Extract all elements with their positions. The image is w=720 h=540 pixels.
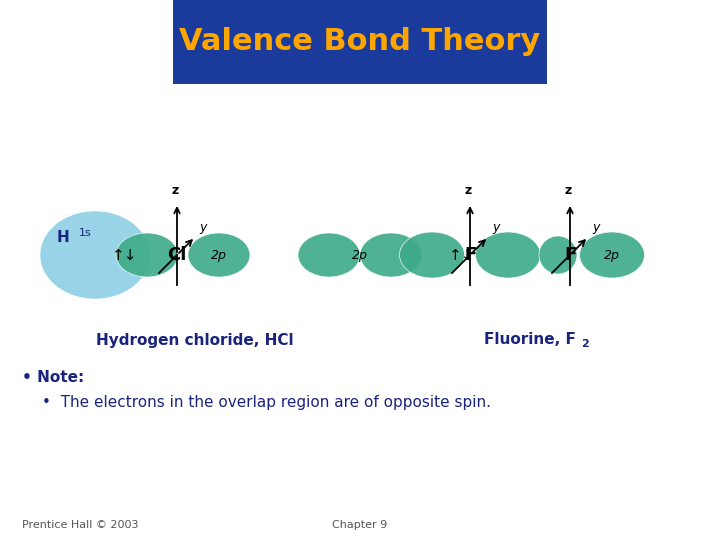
Text: Valence Bond Theory: Valence Bond Theory <box>179 28 541 56</box>
Text: 2p: 2p <box>211 248 227 261</box>
Text: 2p: 2p <box>604 248 620 261</box>
Text: Chapter 9: Chapter 9 <box>333 520 387 530</box>
Text: Cl: Cl <box>167 246 186 264</box>
Text: y: y <box>199 221 207 234</box>
Text: Hydrogen chloride, HCl: Hydrogen chloride, HCl <box>96 333 294 348</box>
Ellipse shape <box>188 233 250 277</box>
Ellipse shape <box>360 233 422 277</box>
Text: y: y <box>593 221 600 234</box>
Text: ↑↓: ↑↓ <box>449 247 474 262</box>
Text: • Note:: • Note: <box>22 370 84 386</box>
Text: z: z <box>564 184 572 197</box>
Text: H: H <box>57 230 69 245</box>
Ellipse shape <box>116 233 178 277</box>
Text: 2: 2 <box>581 339 589 349</box>
Ellipse shape <box>400 232 464 278</box>
Ellipse shape <box>539 236 577 274</box>
Text: F: F <box>464 246 476 264</box>
Text: ↑↓: ↑↓ <box>112 247 138 262</box>
Text: z: z <box>464 184 472 197</box>
Text: y: y <box>492 221 500 234</box>
Text: 2p: 2p <box>352 248 368 261</box>
Ellipse shape <box>475 232 541 278</box>
Ellipse shape <box>40 211 150 299</box>
Ellipse shape <box>298 233 360 277</box>
Text: Prentice Hall © 2003: Prentice Hall © 2003 <box>22 520 138 530</box>
Text: z: z <box>171 184 179 197</box>
Text: Fluorine, F: Fluorine, F <box>484 333 576 348</box>
Text: 1s: 1s <box>78 228 91 238</box>
Text: •  The electrons in the overlap region are of opposite spin.: • The electrons in the overlap region ar… <box>42 395 491 409</box>
Text: F: F <box>564 246 576 264</box>
Ellipse shape <box>580 232 644 278</box>
FancyBboxPatch shape <box>173 0 547 84</box>
